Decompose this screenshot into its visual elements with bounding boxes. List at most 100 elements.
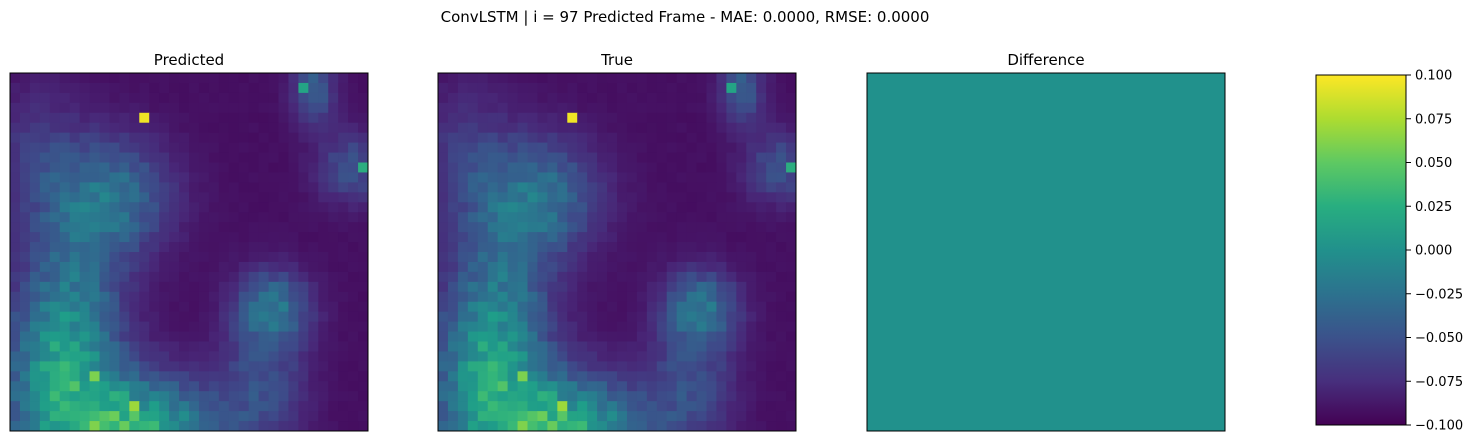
heatmap-true-cell [766, 132, 777, 144]
heatmap-predicted-cell [39, 73, 51, 84]
heatmap-predicted-cell [248, 222, 260, 233]
heatmap-true-cell [736, 73, 747, 84]
heatmap-predicted-cell [129, 411, 140, 422]
heatmap-true-cell [666, 381, 678, 392]
heatmap-true-cell [567, 242, 578, 253]
heatmap-true-cell [746, 152, 757, 163]
heatmap-predicted-cell [318, 421, 329, 432]
heatmap-predicted-cell [189, 73, 200, 84]
heatmap-true-cell [517, 162, 528, 173]
heatmap-predicted-cell [208, 82, 220, 94]
heatmap-predicted-cell [129, 341, 140, 352]
heatmap-predicted-cell [278, 192, 289, 203]
heatmap-true-cell [756, 341, 767, 352]
heatmap-true-cell [666, 122, 678, 134]
heatmap-true-cell [447, 381, 459, 392]
heatmap-true-cell [438, 391, 449, 402]
heatmap-predicted-cell [228, 92, 240, 104]
heatmap-predicted-cell [288, 192, 299, 203]
heatmap-true-cell [527, 112, 538, 124]
heatmap-true-cell [587, 152, 598, 163]
heatmap-predicted-cell [198, 351, 210, 362]
heatmap-predicted-cell [119, 401, 130, 412]
heatmap-true-cell [656, 82, 668, 94]
heatmap-true-cell [577, 182, 588, 193]
heatmap-predicted-cell [59, 182, 71, 193]
heatmap-predicted-cell [328, 301, 339, 313]
heatmap-true-cell [766, 401, 777, 412]
heatmap-true-cell [447, 401, 459, 412]
heatmap-predicted-cell [159, 371, 170, 382]
heatmap-true-cell [656, 73, 668, 84]
heatmap-true-cell [477, 371, 489, 382]
heatmap-predicted-cell [89, 112, 100, 124]
heatmap-true-cell [756, 401, 767, 412]
heatmap-true-cell [537, 172, 548, 183]
heatmap-predicted-cell [69, 73, 81, 84]
heatmap-predicted-cell [159, 281, 170, 293]
heatmap-true-cell [636, 142, 648, 154]
heatmap-predicted-cell [298, 301, 309, 313]
heatmap-true-cell [676, 142, 688, 154]
heatmap-predicted-cell [109, 222, 120, 233]
heatmap-predicted-cell [198, 152, 210, 163]
heatmap-true-cell [597, 371, 608, 382]
heatmap-true-cell [457, 232, 469, 243]
heatmap-predicted-cell [308, 311, 319, 323]
heatmap-predicted-cell [248, 401, 260, 412]
heatmap-predicted-cell [198, 391, 210, 402]
heatmap-predicted-cell [198, 301, 210, 313]
heatmap-true-cell [736, 301, 747, 313]
heatmap-predicted-cell [19, 202, 31, 213]
heatmap-true-cell [736, 331, 747, 342]
heatmap-predicted-cell [248, 291, 260, 303]
heatmap-predicted-cell [79, 202, 91, 213]
heatmap-predicted-cell [179, 391, 190, 402]
heatmap-true-cell [626, 112, 638, 124]
heatmap-predicted-cell [298, 381, 309, 392]
heatmap-predicted-cell [69, 82, 81, 94]
heatmap-predicted-cell [189, 242, 200, 253]
heatmap-predicted-cell [99, 331, 110, 342]
heatmap-predicted-cell [288, 222, 299, 233]
heatmap-true-cell [636, 182, 648, 193]
heatmap-true-cell [656, 281, 668, 293]
heatmap-predicted-cell [159, 321, 170, 333]
heatmap-predicted-cell [268, 351, 279, 362]
heatmap-true-cell [477, 202, 489, 213]
heatmap-true-cell [776, 202, 787, 213]
heatmap-true-cell [547, 162, 558, 173]
heatmap-predicted-cell [69, 301, 81, 313]
heatmap-predicted-cell [139, 212, 150, 223]
heatmap-true-cell [686, 73, 698, 84]
heatmap-predicted-cell [268, 202, 279, 213]
heatmap-predicted-cell [169, 311, 180, 323]
heatmap-predicted-cell [69, 212, 81, 223]
heatmap-predicted-cell [318, 172, 329, 183]
heatmap-predicted-cell [10, 212, 21, 223]
heatmap-predicted-cell [79, 152, 91, 163]
heatmap-true-cell [716, 281, 727, 293]
heatmap-true-cell [636, 321, 648, 333]
heatmap-true-cell [756, 252, 767, 263]
heatmap-predicted-cell [278, 152, 289, 163]
heatmap-predicted-cell [318, 192, 329, 203]
heatmap-true-cell [636, 192, 648, 203]
heatmap-predicted-cell [119, 102, 130, 114]
heatmap-predicted-cell [109, 73, 120, 84]
heatmap-predicted-cell [189, 202, 200, 213]
heatmap-predicted-cell [129, 182, 140, 193]
heatmap-true-cell [487, 371, 499, 382]
heatmap-true-cell [507, 301, 519, 313]
heatmap-true-cell [607, 73, 618, 84]
heatmap-true-cell [547, 92, 558, 104]
heatmap-predicted-cell [89, 73, 100, 84]
heatmap-predicted-cell [99, 142, 110, 154]
heatmap-true-cell [497, 73, 509, 84]
heatmap-predicted-cell [129, 82, 140, 94]
heatmap-predicted-cell [248, 152, 260, 163]
heatmap-true-cell [786, 301, 797, 313]
heatmap-predicted-cell [99, 102, 110, 114]
heatmap-predicted-cell [79, 92, 91, 104]
heatmap-predicted-cell [49, 391, 61, 402]
